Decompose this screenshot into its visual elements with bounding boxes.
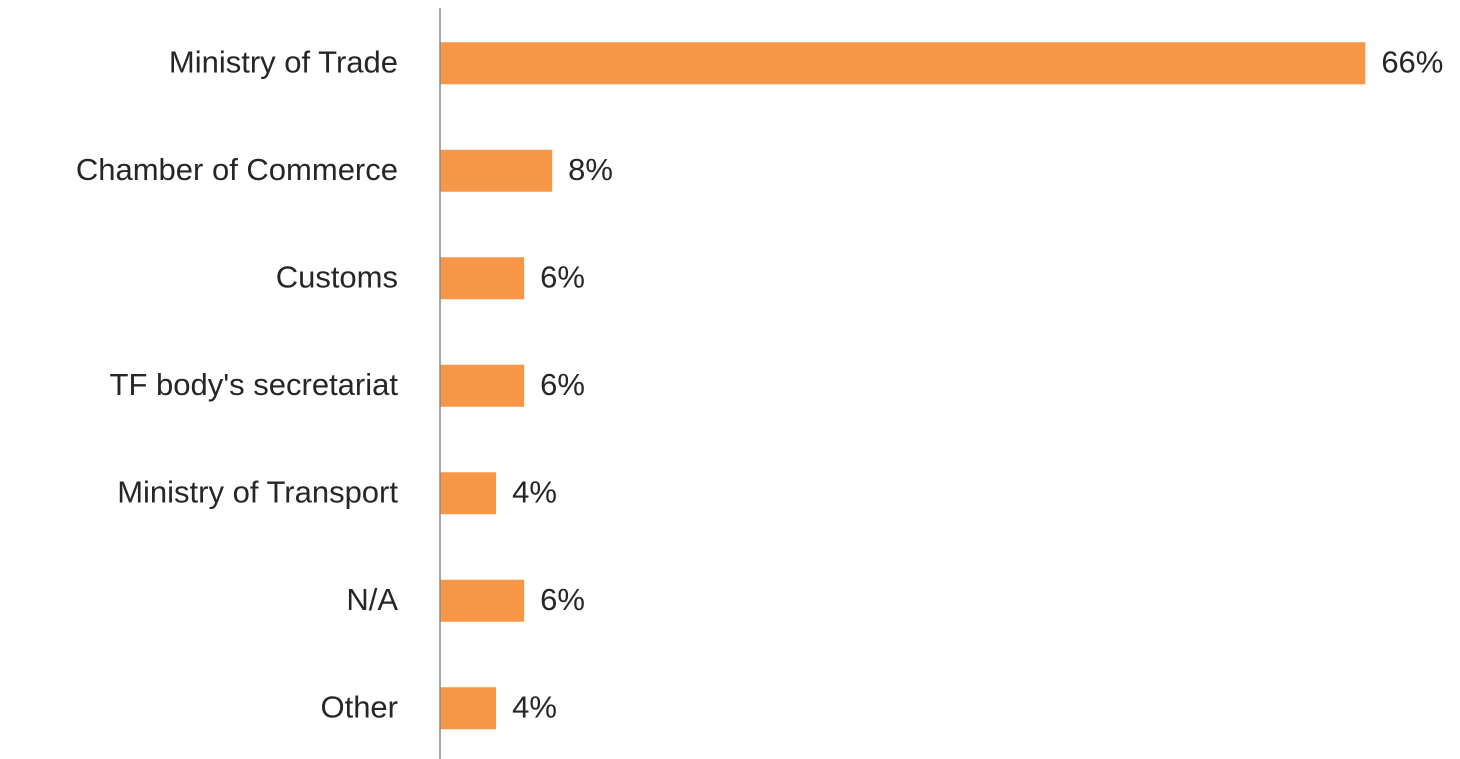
category-label: Customs xyxy=(276,259,398,294)
category-label: Other xyxy=(320,689,398,724)
category-label: Chamber of Commerce xyxy=(76,152,398,187)
category-label: Ministry of Transport xyxy=(117,474,398,509)
data-label: 6% xyxy=(540,582,585,617)
bar xyxy=(440,579,525,622)
bar xyxy=(440,257,525,300)
data-label: 4% xyxy=(512,474,557,509)
bar xyxy=(440,472,497,515)
category-label: N/A xyxy=(346,582,398,617)
category-label: TF body's secretariat xyxy=(110,367,399,402)
data-label: 8% xyxy=(568,152,613,187)
category-label: Ministry of Trade xyxy=(169,44,398,79)
bar xyxy=(440,364,525,407)
bar xyxy=(440,42,1366,85)
data-label: 4% xyxy=(512,689,557,724)
bar xyxy=(440,149,553,192)
bar xyxy=(440,687,497,730)
data-label: 6% xyxy=(540,259,585,294)
data-label: 6% xyxy=(540,367,585,402)
data-label: 66% xyxy=(1381,44,1443,79)
